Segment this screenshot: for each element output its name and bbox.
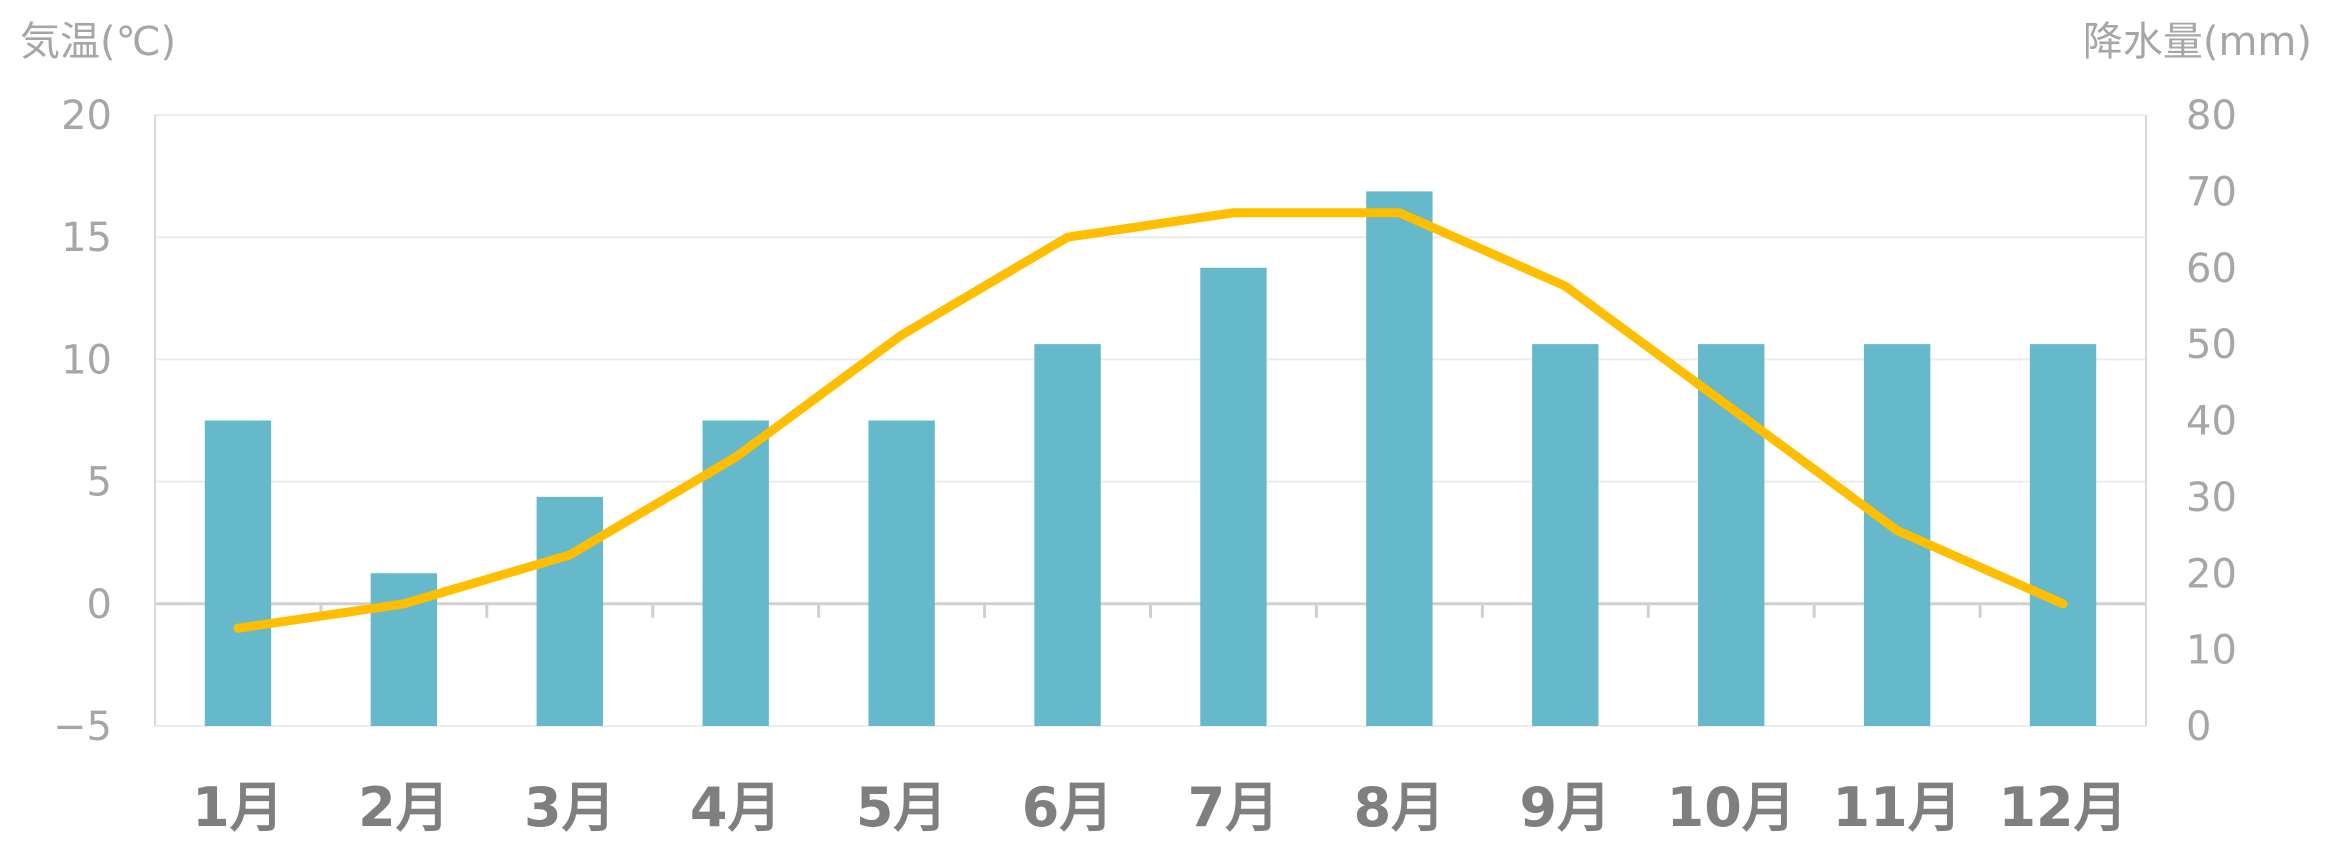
month-label: 7月 — [1188, 776, 1280, 839]
month-label: 5月 — [856, 776, 948, 839]
precipitation-bar — [2029, 344, 2097, 726]
precipitation-bar — [1366, 191, 1433, 726]
precipitation-bar — [1034, 344, 1101, 726]
month-label: 9月 — [1520, 776, 1612, 839]
left-tick-label: 10 — [61, 337, 112, 383]
right-tick-label: 10 — [2186, 628, 2237, 674]
month-label: 10月 — [1667, 776, 1796, 839]
right-tick-label: 70 — [2186, 169, 2237, 215]
month-label: 6月 — [1022, 776, 1114, 839]
precipitation-bar — [868, 420, 935, 726]
month-label: 12月 — [1998, 776, 2127, 839]
right-tick-label: 30 — [2186, 475, 2237, 521]
precipitation-bar — [204, 420, 272, 726]
precipitation-bar — [536, 496, 603, 726]
left-tick-label: 20 — [61, 93, 112, 139]
precipitation-bar — [1532, 344, 1599, 726]
left-axis-title: 気温(℃) — [20, 19, 176, 65]
left-tick-label: 5 — [87, 460, 112, 506]
precipitation-bar — [1698, 344, 1765, 726]
grid-lines — [154, 114, 2147, 727]
month-label: 8月 — [1354, 776, 1446, 839]
right-tick-label: 0 — [2186, 704, 2211, 750]
left-tick-label: 15 — [61, 215, 112, 261]
left-tick-label: 0 — [87, 582, 112, 628]
month-label: 11月 — [1833, 776, 1962, 839]
left-tick-label: −5 — [53, 704, 112, 750]
right-tick-label: 40 — [2186, 399, 2237, 445]
right-tick-label: 50 — [2186, 322, 2237, 368]
right-tick-label: 20 — [2186, 551, 2237, 597]
right-axis-title: 降水量(mm) — [2083, 19, 2312, 65]
right-tick-label: 80 — [2186, 93, 2237, 139]
right-tick-label: 60 — [2186, 246, 2237, 292]
month-label: 2月 — [358, 776, 450, 839]
month-label: 3月 — [524, 776, 616, 839]
precipitation-bars — [204, 191, 2097, 726]
temperature-line — [233, 208, 2068, 633]
precipitation-bar — [1200, 267, 1267, 726]
month-label: 1月 — [192, 776, 284, 839]
month-label: 4月 — [690, 776, 782, 839]
temperature-line-layer — [233, 208, 2068, 633]
